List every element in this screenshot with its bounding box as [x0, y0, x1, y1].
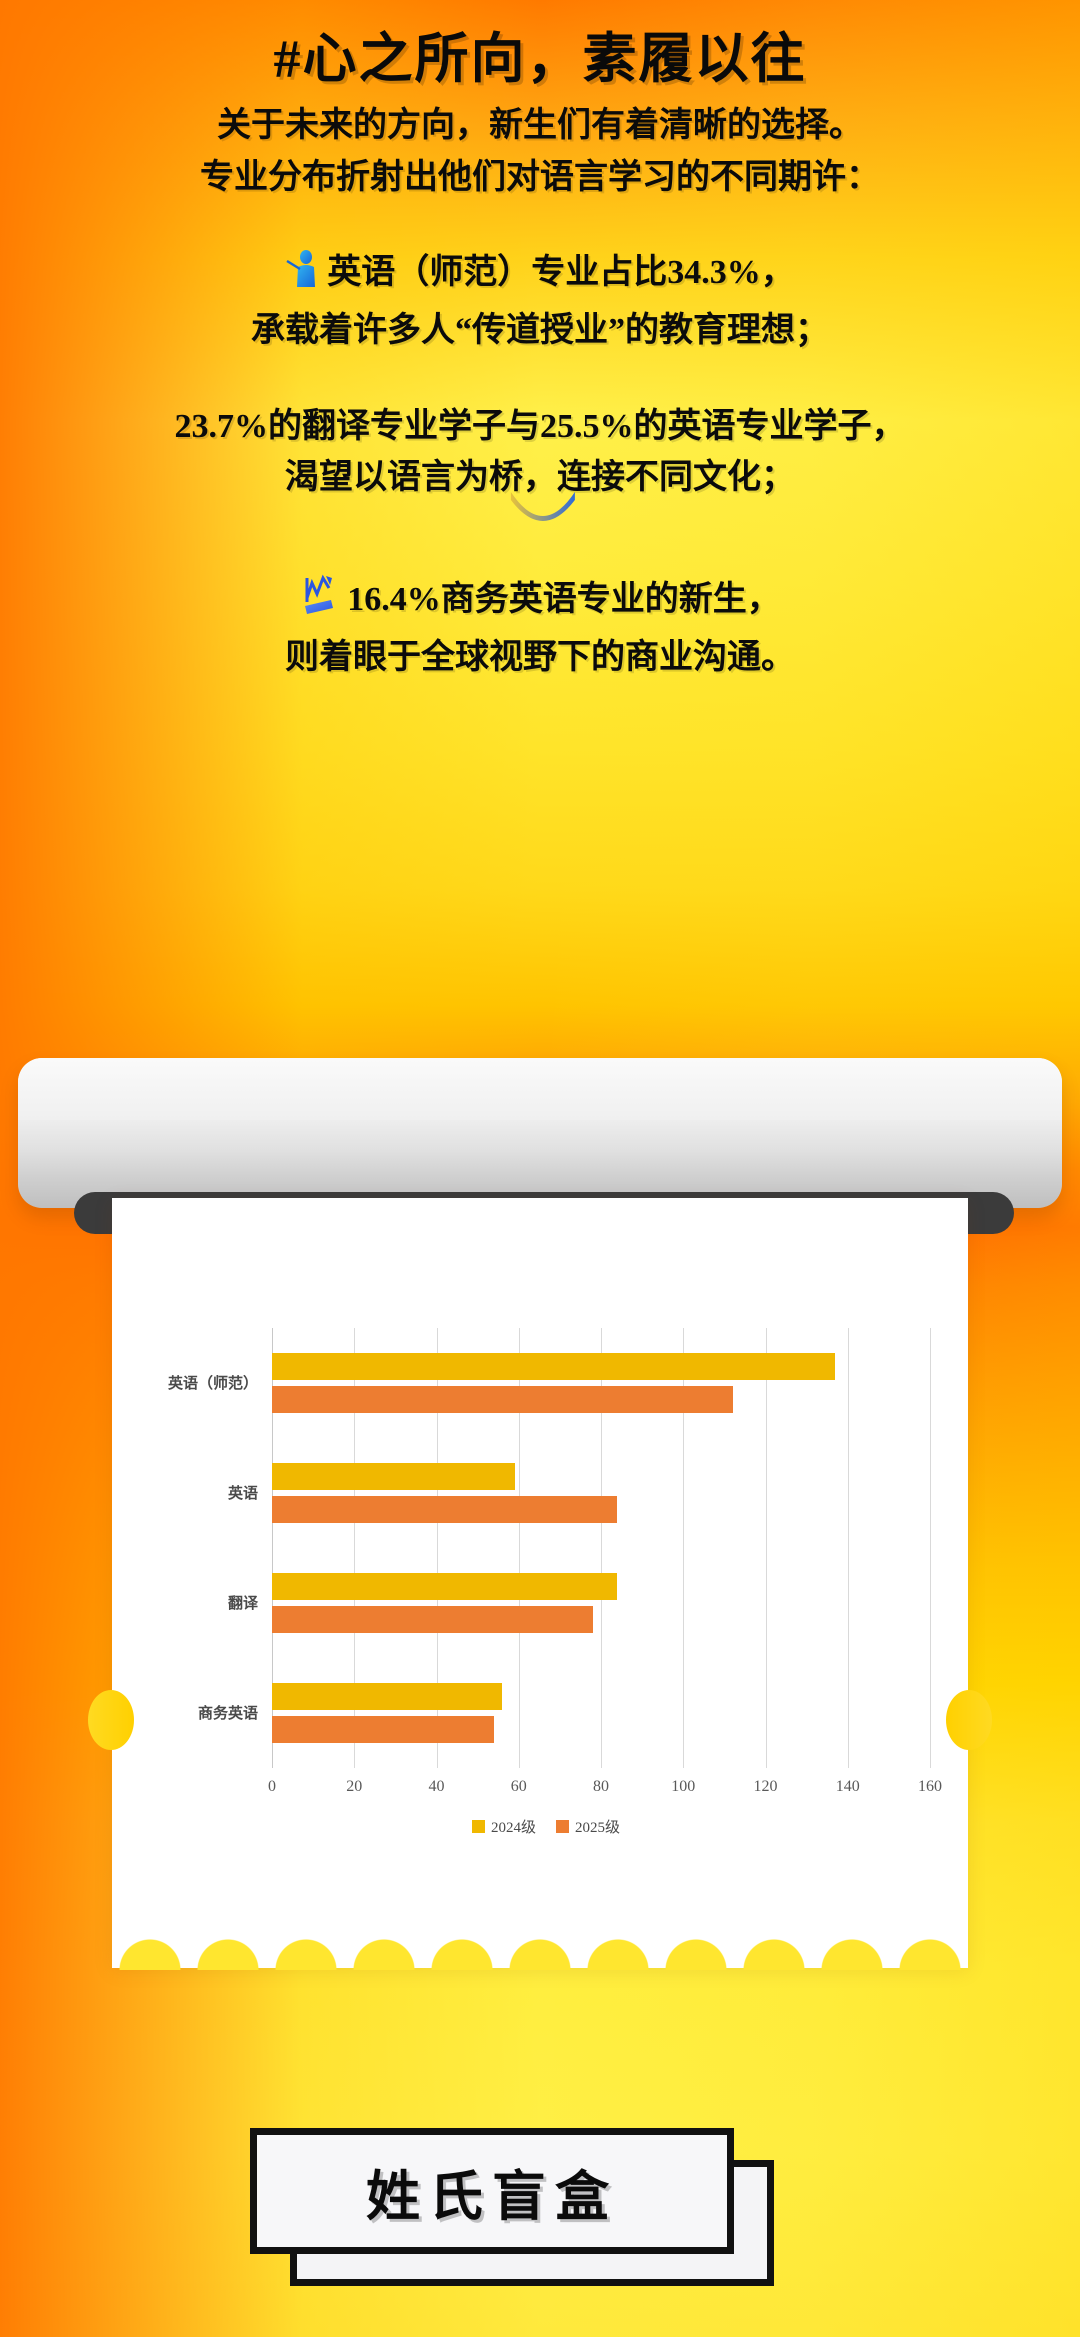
chart-bar [272, 1683, 503, 1710]
page-title: #心之所向，素履以往 [273, 29, 807, 89]
chart-category-group: 英语（师范） [168, 1328, 930, 1438]
chart-legend: 2024级 2025级 [112, 1816, 968, 1837]
chart-gridline [436, 1328, 438, 1768]
chart-category-label: 英语 [227, 1486, 258, 1502]
chart-gridline [354, 1328, 356, 1768]
printed-chart-paper: 英语（师范） 英语 翻译 商务英语 0 20 40 60 80 100 120 140 160 202… [88, 1198, 992, 1970]
paper-scalloped-edge [112, 1924, 968, 1970]
block-2-line-1: 23.7%的翻译专业学子与25.5%的英语专业学子， [174, 407, 906, 445]
footer-tag-label: 姓氏盲盒 [366, 2166, 618, 2227]
chart-x-tick-label: 160 [918, 1778, 942, 1795]
body-copy: 关于未来的方向，新生们有着清晰的选择。 专业分布折射出他们对语言学习的不同期许：… [0, 100, 1080, 683]
chart-bar [272, 1463, 515, 1490]
block-2-line-2: 渴望以语言为桥，连接不同文化； [0, 452, 1080, 504]
chart-bar [272, 1716, 495, 1743]
chart-x-tick-label: 40 [428, 1778, 445, 1795]
chart-x-axis-ticks: 0 20 40 60 80 100 120 140 160 [268, 1778, 942, 1806]
paper-notch-left [88, 1690, 134, 1750]
block-2-text-2: 渴望以语言为桥，连接不同文化； [285, 459, 795, 497]
block-3-line-2: 则着眼于全球视野下的商业沟通。 [285, 638, 795, 676]
footer-tag: 姓氏盲盒 [0, 2128, 1080, 2286]
chart-legend-label: 2025级 [575, 1820, 621, 1836]
chart-bar [272, 1496, 618, 1523]
chart-bar [272, 1606, 593, 1633]
chart-legend-swatch [556, 1820, 569, 1833]
chart-legend-swatch [471, 1820, 485, 1833]
chart-plot-area: 英语（师范） 英语翻译商务英语 [168, 1328, 931, 1768]
intro-line-2: 专业分布折射出他们对语言学习的不同期许： [200, 158, 880, 196]
chart-x-tick-label: 140 [835, 1778, 860, 1795]
chart-category-label: 翻译 [227, 1596, 258, 1612]
block-3-line-1: 16.4%商务英语专业的新生， [0, 574, 1080, 632]
chart-legend-label: 2024级 [490, 1820, 536, 1836]
chart-category-group: 英语 [228, 1438, 930, 1548]
chart-bar [272, 1353, 836, 1380]
chart-x-tick-label: 120 [753, 1778, 778, 1795]
printer-lip [18, 1058, 1062, 1120]
chart-gridline [601, 1328, 602, 1768]
chart-x-tick-label: 20 [346, 1778, 363, 1795]
chart-x-tick-label: 0 [268, 1778, 276, 1795]
block-3-text-1: 16.4%商务英语专业的新生， [347, 581, 781, 619]
chart-gridline [930, 1328, 931, 1768]
chart-category-label: 英语（师范） [167, 1376, 258, 1392]
chart-gridline [847, 1328, 849, 1768]
chart-gridline [518, 1328, 520, 1768]
printer-illustration: 英语（师范） 英语 翻译 商务英语 0 20 40 60 80 100 120 140 160 202… [0, 1020, 1080, 2080]
chart-x-tick-label: 60 [510, 1778, 527, 1795]
intro-line-1: 关于未来的方向，新生们有着清晰的选择。 [217, 107, 863, 144]
chart-gridline [272, 1328, 273, 1768]
chart-bar [272, 1573, 618, 1600]
bridge-icon [507, 490, 579, 544]
chart-bar [272, 1386, 733, 1413]
chart-x-tick-label: 80 [593, 1778, 609, 1795]
chart-gridline [683, 1328, 685, 1768]
chart-gridline [765, 1328, 767, 1768]
chart-increasing-icon [299, 574, 339, 632]
chart-category-group: 商务英语 [198, 1658, 930, 1768]
block-1-text-1: 英语（师范）专业占比34.3%， [327, 254, 795, 292]
paper-notch-right [946, 1690, 992, 1750]
footer-tag-front[interactable]: 姓氏盲盒 [250, 2128, 734, 2254]
teacher-icon [285, 249, 319, 305]
chart-category-group: 翻译 [228, 1548, 930, 1658]
block-1-line-1: 英语（师范）专业占比34.3%， [0, 247, 1080, 305]
chart-x-tick-label: 100 [671, 1778, 696, 1795]
major-distribution-bar-chart: 英语（师范） 英语 翻译 商务英语 0 20 40 60 80 100 120 140 160 202… [112, 1308, 968, 1908]
chart-category-label: 商务英语 [197, 1706, 258, 1722]
block-1-line-2: 承载着许多人“传道授业”的教育理想； [251, 312, 829, 350]
